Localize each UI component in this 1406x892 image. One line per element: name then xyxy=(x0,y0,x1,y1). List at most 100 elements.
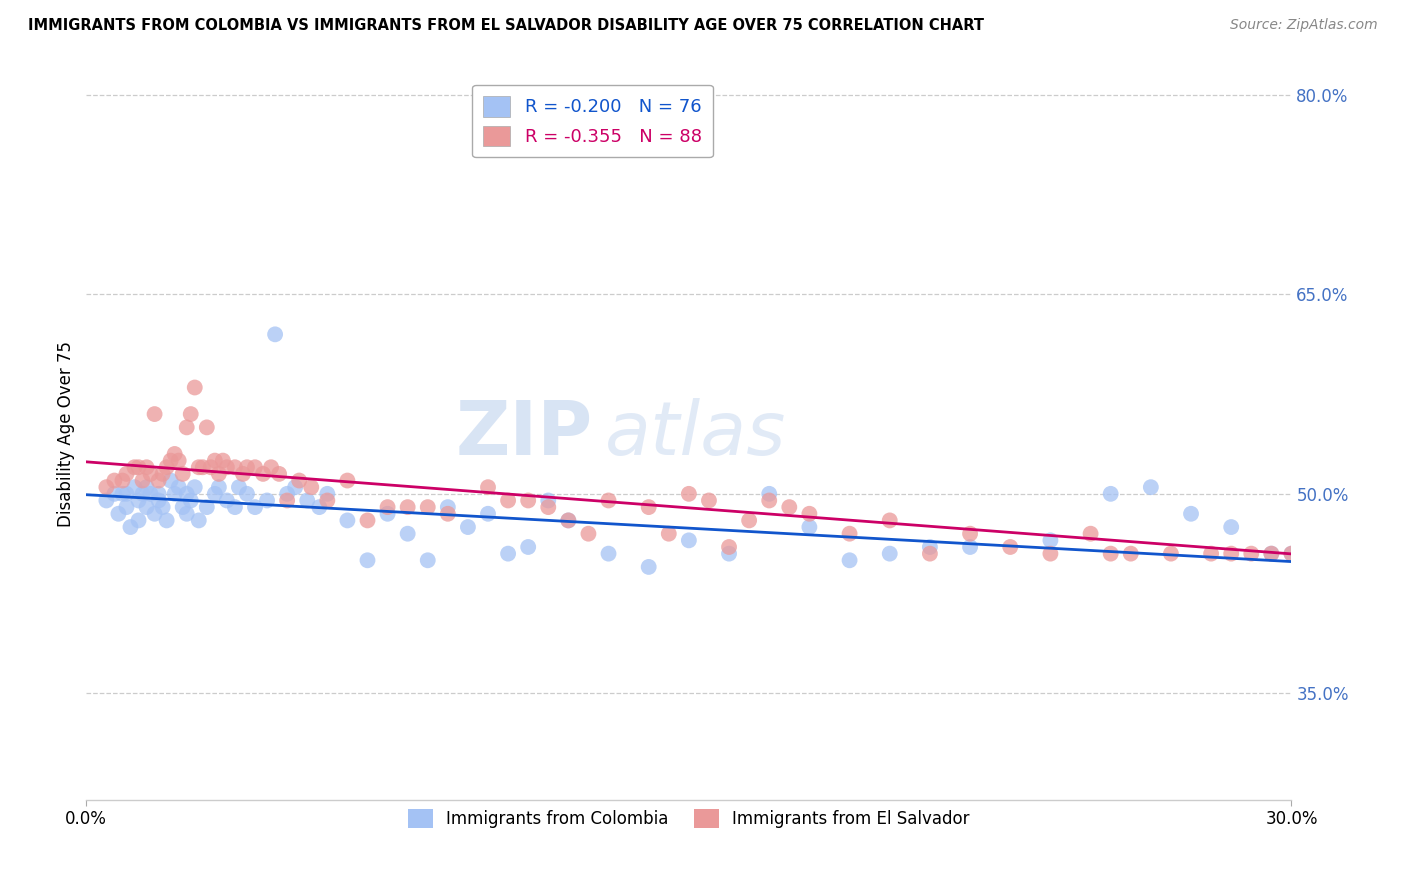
Point xyxy=(918,547,941,561)
Point xyxy=(316,487,339,501)
Legend: Immigrants from Colombia, Immigrants from El Salvador: Immigrants from Colombia, Immigrants fro… xyxy=(402,803,976,835)
Point xyxy=(738,513,761,527)
Point xyxy=(167,480,190,494)
Point xyxy=(215,493,238,508)
Point xyxy=(163,487,186,501)
Point xyxy=(236,487,259,501)
Point xyxy=(838,553,860,567)
Point xyxy=(159,474,181,488)
Point xyxy=(252,467,274,481)
Point xyxy=(918,540,941,554)
Point xyxy=(557,513,579,527)
Point xyxy=(195,420,218,434)
Point xyxy=(131,487,153,501)
Point xyxy=(477,480,499,494)
Point xyxy=(1340,547,1362,561)
Point xyxy=(139,487,162,501)
Point xyxy=(297,493,319,508)
Point xyxy=(1240,547,1263,561)
Point xyxy=(187,460,209,475)
Point xyxy=(284,480,307,494)
Point xyxy=(180,493,202,508)
Point xyxy=(204,487,226,501)
Point xyxy=(1361,547,1384,561)
Point xyxy=(299,480,322,494)
Point xyxy=(1320,547,1343,561)
Point xyxy=(1099,547,1122,561)
Point xyxy=(396,526,419,541)
Point xyxy=(111,487,134,501)
Point xyxy=(1160,547,1182,561)
Point xyxy=(176,507,198,521)
Point xyxy=(124,480,146,494)
Point xyxy=(260,460,283,475)
Point xyxy=(799,507,821,521)
Point xyxy=(264,327,287,342)
Point xyxy=(1119,547,1142,561)
Point xyxy=(416,553,439,567)
Point xyxy=(276,487,298,501)
Point xyxy=(778,500,800,515)
Point xyxy=(557,513,579,527)
Point xyxy=(176,420,198,434)
Point xyxy=(120,520,142,534)
Point xyxy=(879,547,901,561)
Point xyxy=(167,453,190,467)
Point xyxy=(336,474,359,488)
Point xyxy=(697,493,720,508)
Point xyxy=(959,540,981,554)
Point xyxy=(236,460,259,475)
Point xyxy=(496,547,519,561)
Point xyxy=(437,500,460,515)
Point xyxy=(356,513,378,527)
Point xyxy=(148,493,170,508)
Point xyxy=(1080,526,1102,541)
Point xyxy=(139,467,162,481)
Point xyxy=(148,487,170,501)
Point xyxy=(718,540,741,554)
Point xyxy=(477,507,499,521)
Point xyxy=(396,500,419,515)
Point xyxy=(598,547,620,561)
Point xyxy=(152,500,174,515)
Point xyxy=(180,407,202,421)
Point xyxy=(204,453,226,467)
Point xyxy=(208,480,231,494)
Text: IMMIGRANTS FROM COLOMBIA VS IMMIGRANTS FROM EL SALVADOR DISABILITY AGE OVER 75 C: IMMIGRANTS FROM COLOMBIA VS IMMIGRANTS F… xyxy=(28,18,984,33)
Point xyxy=(288,474,311,488)
Point xyxy=(143,407,166,421)
Point xyxy=(799,520,821,534)
Point xyxy=(316,493,339,508)
Point xyxy=(96,493,118,508)
Point xyxy=(1180,507,1202,521)
Point xyxy=(838,526,860,541)
Point xyxy=(256,493,278,508)
Point xyxy=(96,480,118,494)
Point xyxy=(131,474,153,488)
Point xyxy=(678,487,700,501)
Point xyxy=(111,474,134,488)
Point xyxy=(107,507,129,521)
Point xyxy=(115,487,138,501)
Point xyxy=(269,467,291,481)
Point xyxy=(308,500,330,515)
Point xyxy=(128,493,150,508)
Point xyxy=(517,493,540,508)
Point xyxy=(437,507,460,521)
Point xyxy=(212,453,235,467)
Point xyxy=(228,480,250,494)
Point xyxy=(1281,547,1303,561)
Point xyxy=(1301,547,1323,561)
Point xyxy=(172,467,194,481)
Point xyxy=(163,447,186,461)
Point xyxy=(416,500,439,515)
Point xyxy=(184,380,207,394)
Text: ZIP: ZIP xyxy=(456,398,592,470)
Point xyxy=(1340,547,1362,561)
Point xyxy=(159,453,181,467)
Point xyxy=(195,500,218,515)
Point xyxy=(1361,713,1384,727)
Point xyxy=(598,493,620,508)
Point xyxy=(115,467,138,481)
Point xyxy=(578,526,600,541)
